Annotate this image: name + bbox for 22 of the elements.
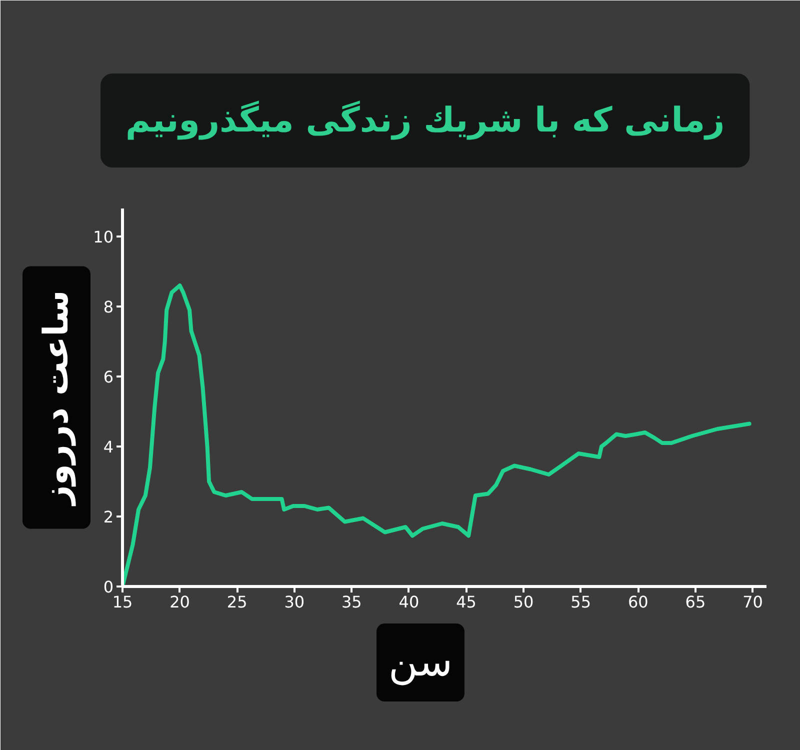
- y-tick-label: 4: [103, 438, 114, 456]
- x-tick-label: 35: [342, 592, 362, 612]
- y-tick-label: 10: [93, 228, 114, 246]
- x-tick-label: 20: [170, 592, 190, 612]
- x-tick-label: 50: [513, 592, 534, 612]
- chart-title: زمانی که با شریك زندگی میگذرونیم: [126, 100, 725, 140]
- x-tick-label: 15: [112, 592, 133, 612]
- y-axis-title: ساعت درروز: [36, 290, 76, 507]
- y-tick-label: 2: [103, 508, 114, 526]
- x-tick-label: 55: [570, 592, 592, 612]
- x-tick-label: 40: [398, 592, 420, 612]
- x-tick-label: 25: [226, 592, 248, 612]
- y-tick-label: 6: [103, 368, 114, 386]
- x-tick-label: 45: [456, 592, 476, 612]
- line-series: [122, 284, 752, 586]
- x-tick-label: 70: [742, 592, 763, 612]
- x-tick-label: 65: [685, 592, 706, 612]
- x-tick-label: 30: [284, 592, 305, 612]
- x-tick-label: 60: [628, 592, 648, 612]
- y-tick-label: 8: [103, 298, 114, 316]
- x-axis-title: سن: [388, 640, 452, 686]
- y-tick-label: 0: [103, 578, 114, 596]
